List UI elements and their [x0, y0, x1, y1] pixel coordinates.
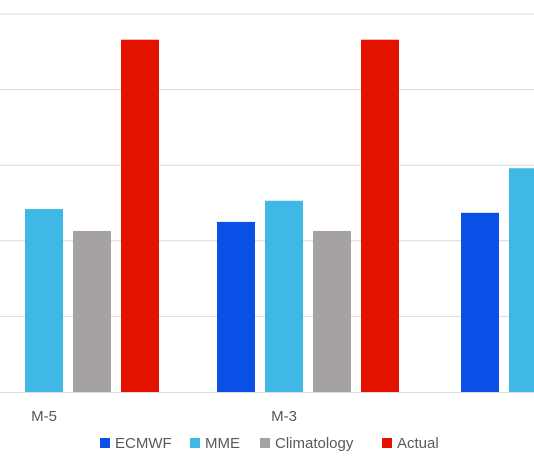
x-tick-label: M-5 — [31, 408, 57, 425]
x-tick-labels: M-5 M-3 — [31, 408, 297, 425]
bar-mme-m-5 — [25, 209, 63, 392]
legend-item-ecmwf: ECMWF — [100, 435, 172, 452]
legend-item-actual: Actual — [382, 435, 439, 452]
bar-mme-cat2 — [509, 168, 534, 392]
legend-swatch — [382, 438, 392, 448]
legend-label: Climatology — [275, 435, 354, 452]
bars — [25, 39, 534, 392]
bar-ecmwf-cat2 — [461, 212, 499, 392]
legend-swatch — [260, 438, 270, 448]
bar-mme-m-3 — [265, 200, 303, 392]
legend-item-mme: MME — [190, 435, 240, 452]
legend-label: MME — [205, 435, 240, 452]
x-tick-label: M-3 — [271, 408, 297, 425]
legend-label: ECMWF — [115, 435, 172, 452]
bar-climatology-m-5 — [73, 230, 111, 392]
bar-ecmwf-m-3 — [217, 221, 255, 392]
legend-label: Actual — [397, 435, 439, 452]
legend: ECMWF MME Climatology Actual — [100, 435, 439, 452]
legend-swatch — [190, 438, 200, 448]
bar-actual-m-5 — [121, 39, 159, 392]
bar-actual-m-3 — [361, 39, 399, 392]
bar-climatology-m-3 — [313, 230, 351, 392]
legend-swatch — [100, 438, 110, 448]
legend-item-climatology: Climatology — [260, 435, 354, 452]
